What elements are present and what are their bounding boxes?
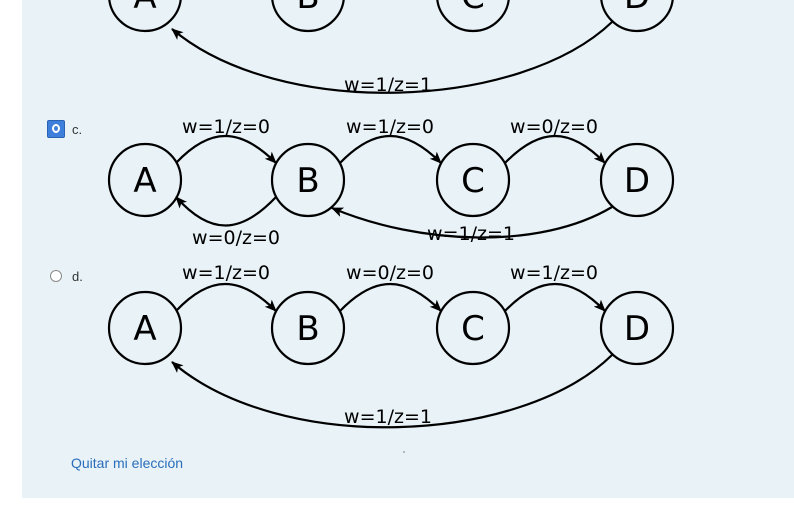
transition-arrow	[339, 134, 442, 164]
transition-label: w=0/z=0	[192, 227, 280, 249]
transition-label: w=1/z=1	[427, 223, 515, 245]
state-diagram-option-b: A B C D w=1/z=1	[108, 0, 674, 96]
state-label: D	[624, 161, 650, 201]
state-node	[435, 142, 511, 218]
state-node	[270, 142, 346, 218]
transition-arrow	[171, 354, 613, 429]
clear-choice-link[interactable]: Quitar mi elección	[71, 455, 184, 471]
state-label: C	[461, 161, 485, 201]
transition-arrow	[331, 206, 613, 239]
transition-label: w=1/z=0	[510, 262, 598, 284]
state-label: D	[624, 309, 650, 349]
state-node	[599, 290, 675, 366]
transition-label: w=1/z=0	[182, 262, 270, 284]
state-label: A	[133, 309, 156, 349]
transition-label: w=1/z=0	[182, 116, 270, 138]
state-node	[435, 290, 511, 366]
state-diagram-option-c: A B C D w=1/z=0 w=1/z=0 w=0/z=0 w=0/z=0 …	[107, 116, 675, 249]
question-panel	[22, 0, 794, 498]
state-diagram-option-d: A B C D w=1/z=0 w=0/z=0 w=1/z=0 w=1/z=1	[107, 262, 675, 429]
state-node	[600, 0, 674, 33]
state-label: B	[296, 161, 319, 201]
transition-label: w=1/z=1	[344, 74, 432, 96]
option-d-letter: d.	[72, 269, 83, 284]
transition-arrow	[175, 196, 277, 227]
transition-label: w=0/z=0	[346, 262, 434, 284]
state-label: C	[461, 309, 485, 349]
state-label: A	[133, 0, 156, 17]
state-label: D	[624, 0, 650, 17]
state-label: B	[296, 0, 319, 17]
transition-arrow	[339, 282, 442, 312]
state-label: C	[461, 0, 485, 17]
state-label: A	[133, 161, 156, 201]
transition-label: w=1/z=1	[344, 406, 432, 428]
state-node	[599, 142, 675, 218]
transition-arrow	[504, 134, 606, 164]
transition-arrow	[504, 282, 606, 312]
option-d-radio[interactable]	[50, 270, 62, 282]
transition-label: w=0/z=0	[510, 116, 598, 138]
transition-arrow	[171, 21, 613, 94]
transition-label: w=1/z=0	[346, 116, 434, 138]
state-node	[270, 290, 346, 366]
option-c-radio[interactable]	[47, 120, 65, 138]
state-node	[436, 0, 510, 33]
transition-arrow	[175, 134, 277, 164]
state-node	[108, 0, 182, 33]
state-node	[107, 142, 183, 218]
transition-arrow	[175, 282, 277, 312]
state-node	[271, 0, 345, 33]
state-label: B	[296, 309, 319, 349]
divider-dot	[403, 451, 405, 453]
option-c-letter: c.	[72, 122, 83, 137]
state-node	[107, 290, 183, 366]
